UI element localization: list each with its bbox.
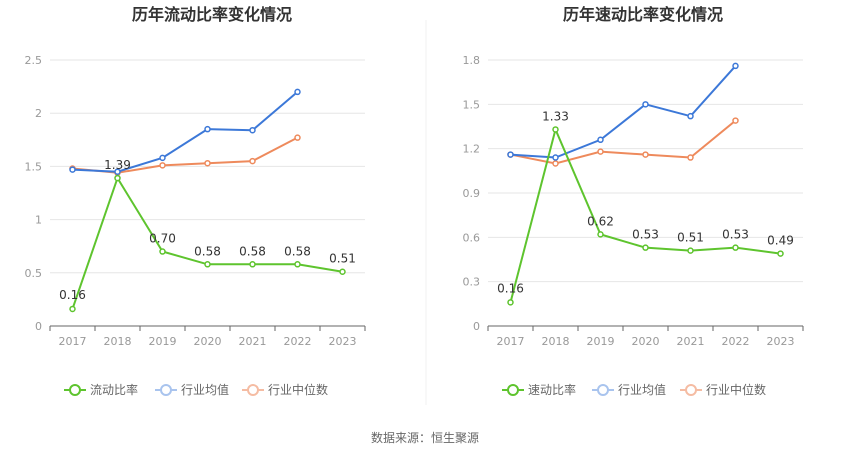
data-point — [69, 305, 76, 313]
data-point — [597, 148, 604, 155]
x-tick-label: 2019 — [149, 335, 177, 348]
data-point — [642, 101, 649, 108]
legend-swatch-marker — [247, 384, 259, 396]
data-point — [249, 261, 256, 268]
x-tick-label: 2017 — [59, 335, 87, 348]
y-tick-label: 0 — [473, 320, 480, 333]
data-label: 1.33 — [542, 109, 569, 123]
x-tick-label: 2017 — [497, 335, 525, 348]
data-point — [204, 125, 211, 133]
data-point — [159, 162, 166, 169]
data-label: 0.49 — [767, 234, 794, 248]
data-point — [159, 248, 166, 255]
x-tick-label: 2022 — [284, 335, 312, 348]
data-point — [597, 136, 604, 144]
data-point — [204, 159, 211, 167]
y-tick-label: 1.5 — [25, 160, 43, 173]
data-point — [114, 168, 121, 175]
x-tick-label: 2022 — [722, 335, 750, 348]
x-tick-label: 2023 — [329, 335, 357, 348]
data-point — [732, 244, 739, 251]
y-tick-label: 2.5 — [25, 54, 43, 67]
data-point — [642, 151, 649, 158]
data-point — [687, 154, 694, 161]
data-label: 0.58 — [239, 244, 266, 258]
legend-label: 流动比率 — [90, 382, 138, 397]
data-label: 0.58 — [284, 244, 311, 258]
series-line-2 — [72, 91, 299, 173]
legend-label: 行业中位数 — [268, 382, 328, 397]
data-point — [249, 157, 256, 165]
x-tick-label: 2019 — [587, 335, 615, 348]
x-tick-label: 2018 — [542, 335, 570, 348]
data-point — [204, 261, 211, 268]
data-point — [687, 112, 694, 120]
data-point — [642, 244, 649, 251]
data-point — [597, 231, 604, 238]
y-tick-label: 1.5 — [463, 98, 481, 111]
data-point — [339, 268, 346, 275]
chart-title: 历年速动比率变化情况 — [563, 5, 723, 24]
data-point — [294, 261, 301, 268]
legend-swatch-marker — [69, 384, 81, 396]
data-point — [777, 250, 784, 257]
x-tick-label: 2020 — [632, 335, 660, 348]
x-tick-label: 2020 — [194, 335, 222, 348]
x-tick-label: 2021 — [677, 335, 705, 348]
x-tick-label: 2018 — [104, 335, 132, 348]
y-tick-label: 0.5 — [25, 267, 43, 280]
legend-label: 行业中位数 — [706, 382, 766, 397]
data-point — [552, 154, 559, 161]
data-point — [294, 134, 301, 141]
data-point — [552, 126, 559, 133]
legend-label: 行业均值 — [618, 382, 666, 397]
chart-title: 历年流动比率变化情况 — [132, 5, 292, 24]
data-point — [249, 126, 256, 134]
x-tick-label: 2021 — [239, 335, 267, 348]
data-point — [507, 299, 514, 306]
data-label: 0.16 — [497, 281, 524, 295]
data-label: 0.70 — [149, 232, 176, 246]
data-label: 0.51 — [677, 231, 704, 245]
legend-swatch-marker — [507, 384, 519, 396]
data-point — [732, 62, 739, 70]
data-point — [687, 247, 694, 254]
legend-label: 行业均值 — [181, 382, 229, 397]
data-label: 0.58 — [194, 244, 221, 258]
y-tick-label: 2 — [35, 107, 42, 120]
y-tick-label: 1.8 — [463, 54, 481, 67]
chart-panel-2: 历年速动比率变化情况 0 0.3 0.6 0.9 1.2 1.5 1.8 2017 2018 201… — [463, 5, 804, 397]
data-point — [552, 160, 559, 167]
data-point — [294, 88, 301, 96]
legend-swatch-marker — [597, 384, 609, 396]
y-tick-label: 1.2 — [463, 143, 481, 156]
y-tick-label: 0.9 — [463, 187, 481, 200]
data-point — [732, 117, 739, 124]
x-tick-label: 2023 — [767, 335, 795, 348]
data-label: 1.39 — [104, 158, 131, 172]
data-label: 0.51 — [329, 252, 356, 266]
data-point — [69, 166, 76, 173]
y-tick-label: 1 — [35, 214, 42, 227]
data-label: 0.53 — [722, 228, 749, 242]
y-tick-label: 0.6 — [463, 231, 481, 244]
data-label: 0.16 — [59, 288, 86, 302]
y-tick-label: 0 — [35, 320, 42, 333]
legend-label: 速动比率 — [528, 382, 576, 397]
legend-swatch-marker — [685, 384, 697, 396]
data-point — [507, 151, 514, 158]
data-label: 0.62 — [587, 214, 614, 228]
data-label: 0.53 — [632, 228, 659, 242]
data-point — [114, 174, 121, 182]
y-tick-label: 0.3 — [463, 276, 481, 289]
data-point — [159, 154, 166, 162]
data-source-note: 数据来源：恒生聚源 — [371, 430, 479, 445]
legend-swatch-marker — [160, 384, 172, 396]
